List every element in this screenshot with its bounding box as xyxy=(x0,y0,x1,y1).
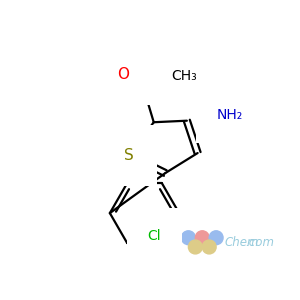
Circle shape xyxy=(195,231,209,245)
Text: .com: .com xyxy=(245,236,274,249)
Circle shape xyxy=(188,240,202,254)
Text: Chem: Chem xyxy=(225,236,259,249)
Text: NH₂: NH₂ xyxy=(217,108,243,122)
Text: S: S xyxy=(124,148,134,163)
Circle shape xyxy=(209,231,223,245)
Circle shape xyxy=(202,240,216,254)
Circle shape xyxy=(182,231,195,245)
Text: O: O xyxy=(117,67,129,82)
Text: Cl: Cl xyxy=(148,229,161,243)
Text: CH₃: CH₃ xyxy=(172,69,197,83)
